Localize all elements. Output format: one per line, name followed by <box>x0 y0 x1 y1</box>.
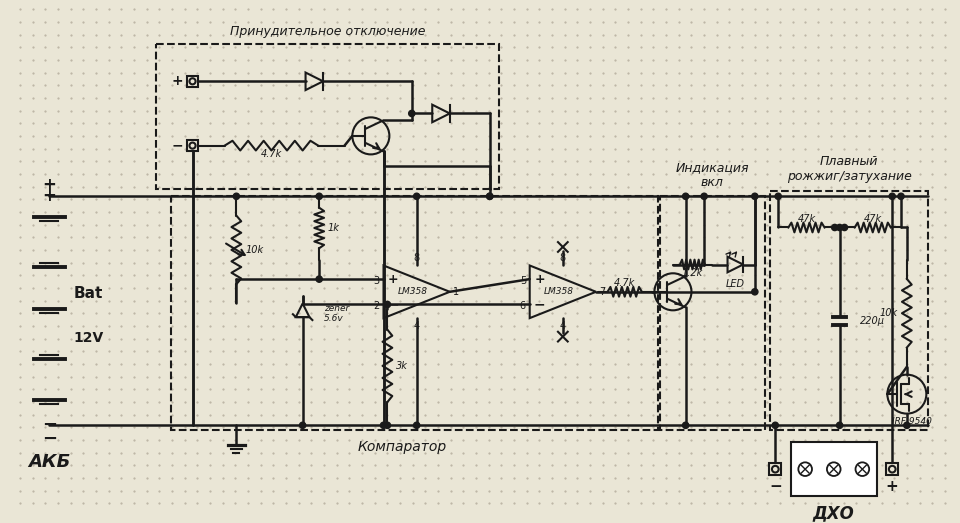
Text: Компаратор: Компаратор <box>357 440 446 454</box>
Circle shape <box>409 110 415 117</box>
Circle shape <box>772 422 779 428</box>
Bar <box>660 196 764 430</box>
Text: 220μ: 220μ <box>860 316 885 326</box>
Text: Плавный
рожжиг/затухание: Плавный рожжиг/затухание <box>787 155 912 183</box>
Text: Bat: Bat <box>74 286 103 301</box>
Circle shape <box>414 193 420 199</box>
Circle shape <box>775 193 781 199</box>
Circle shape <box>898 193 904 199</box>
Text: 3k: 3k <box>396 361 408 371</box>
Bar <box>187 76 198 87</box>
Circle shape <box>683 422 688 428</box>
Text: +: + <box>886 479 899 494</box>
Text: +: + <box>534 272 544 286</box>
Text: 6: 6 <box>519 301 526 311</box>
Bar <box>187 140 198 151</box>
Circle shape <box>841 224 848 231</box>
Text: АКБ: АКБ <box>28 453 70 471</box>
Circle shape <box>384 422 391 428</box>
Text: 10k: 10k <box>880 308 898 318</box>
Text: zener
5.6v: zener 5.6v <box>324 303 349 323</box>
Text: LED: LED <box>726 279 745 289</box>
Text: −: − <box>769 479 781 494</box>
Bar <box>886 463 898 475</box>
Text: −: − <box>171 139 182 153</box>
Text: −: − <box>534 298 545 312</box>
Circle shape <box>380 422 387 428</box>
Circle shape <box>300 422 305 428</box>
Text: 47k: 47k <box>864 214 882 224</box>
Text: ДХО: ДХО <box>813 504 854 522</box>
Text: −: − <box>388 298 399 312</box>
Circle shape <box>414 422 420 428</box>
Circle shape <box>487 193 492 199</box>
Circle shape <box>316 193 323 199</box>
Text: LM358: LM358 <box>544 287 574 297</box>
Circle shape <box>836 224 843 231</box>
Text: 4.7k: 4.7k <box>614 278 636 288</box>
Text: Принудительное отключение: Принудительное отключение <box>230 25 425 38</box>
Circle shape <box>831 224 838 231</box>
Text: +: + <box>42 176 57 194</box>
Text: +: + <box>388 272 398 286</box>
Circle shape <box>683 193 688 199</box>
Text: 7: 7 <box>599 287 605 297</box>
Text: +: + <box>42 187 57 206</box>
Circle shape <box>233 193 239 199</box>
Text: −: − <box>41 416 57 434</box>
Bar <box>171 196 659 430</box>
Circle shape <box>384 301 391 308</box>
Circle shape <box>903 422 910 428</box>
Text: 3: 3 <box>373 276 380 286</box>
Bar <box>156 44 499 189</box>
Bar <box>771 191 928 430</box>
Text: 5: 5 <box>519 276 526 286</box>
Circle shape <box>889 193 896 199</box>
Text: Индикация
вкл: Индикация вкл <box>676 161 749 189</box>
Text: 8: 8 <box>560 253 565 263</box>
Text: 8: 8 <box>414 253 420 263</box>
Text: 2: 2 <box>373 301 380 311</box>
Text: 1.2k: 1.2k <box>682 268 703 278</box>
Text: +: + <box>171 74 182 88</box>
Circle shape <box>752 193 758 199</box>
Text: 47k: 47k <box>798 214 816 224</box>
Text: LM358: LM358 <box>397 287 428 297</box>
Text: 4: 4 <box>560 321 565 331</box>
Text: 1k: 1k <box>328 223 340 233</box>
Text: 12V: 12V <box>74 331 104 345</box>
Text: 10k: 10k <box>245 245 263 255</box>
Text: IRF 9540: IRF 9540 <box>892 417 931 426</box>
Text: 1: 1 <box>452 287 459 297</box>
Circle shape <box>752 289 758 295</box>
Bar <box>791 442 876 496</box>
Circle shape <box>701 193 708 199</box>
Text: 4: 4 <box>414 321 420 331</box>
Circle shape <box>487 193 492 199</box>
Bar <box>769 463 781 475</box>
Text: 4.7k: 4.7k <box>261 150 282 160</box>
Circle shape <box>316 276 323 282</box>
Text: −: − <box>41 430 57 448</box>
Circle shape <box>836 422 843 428</box>
